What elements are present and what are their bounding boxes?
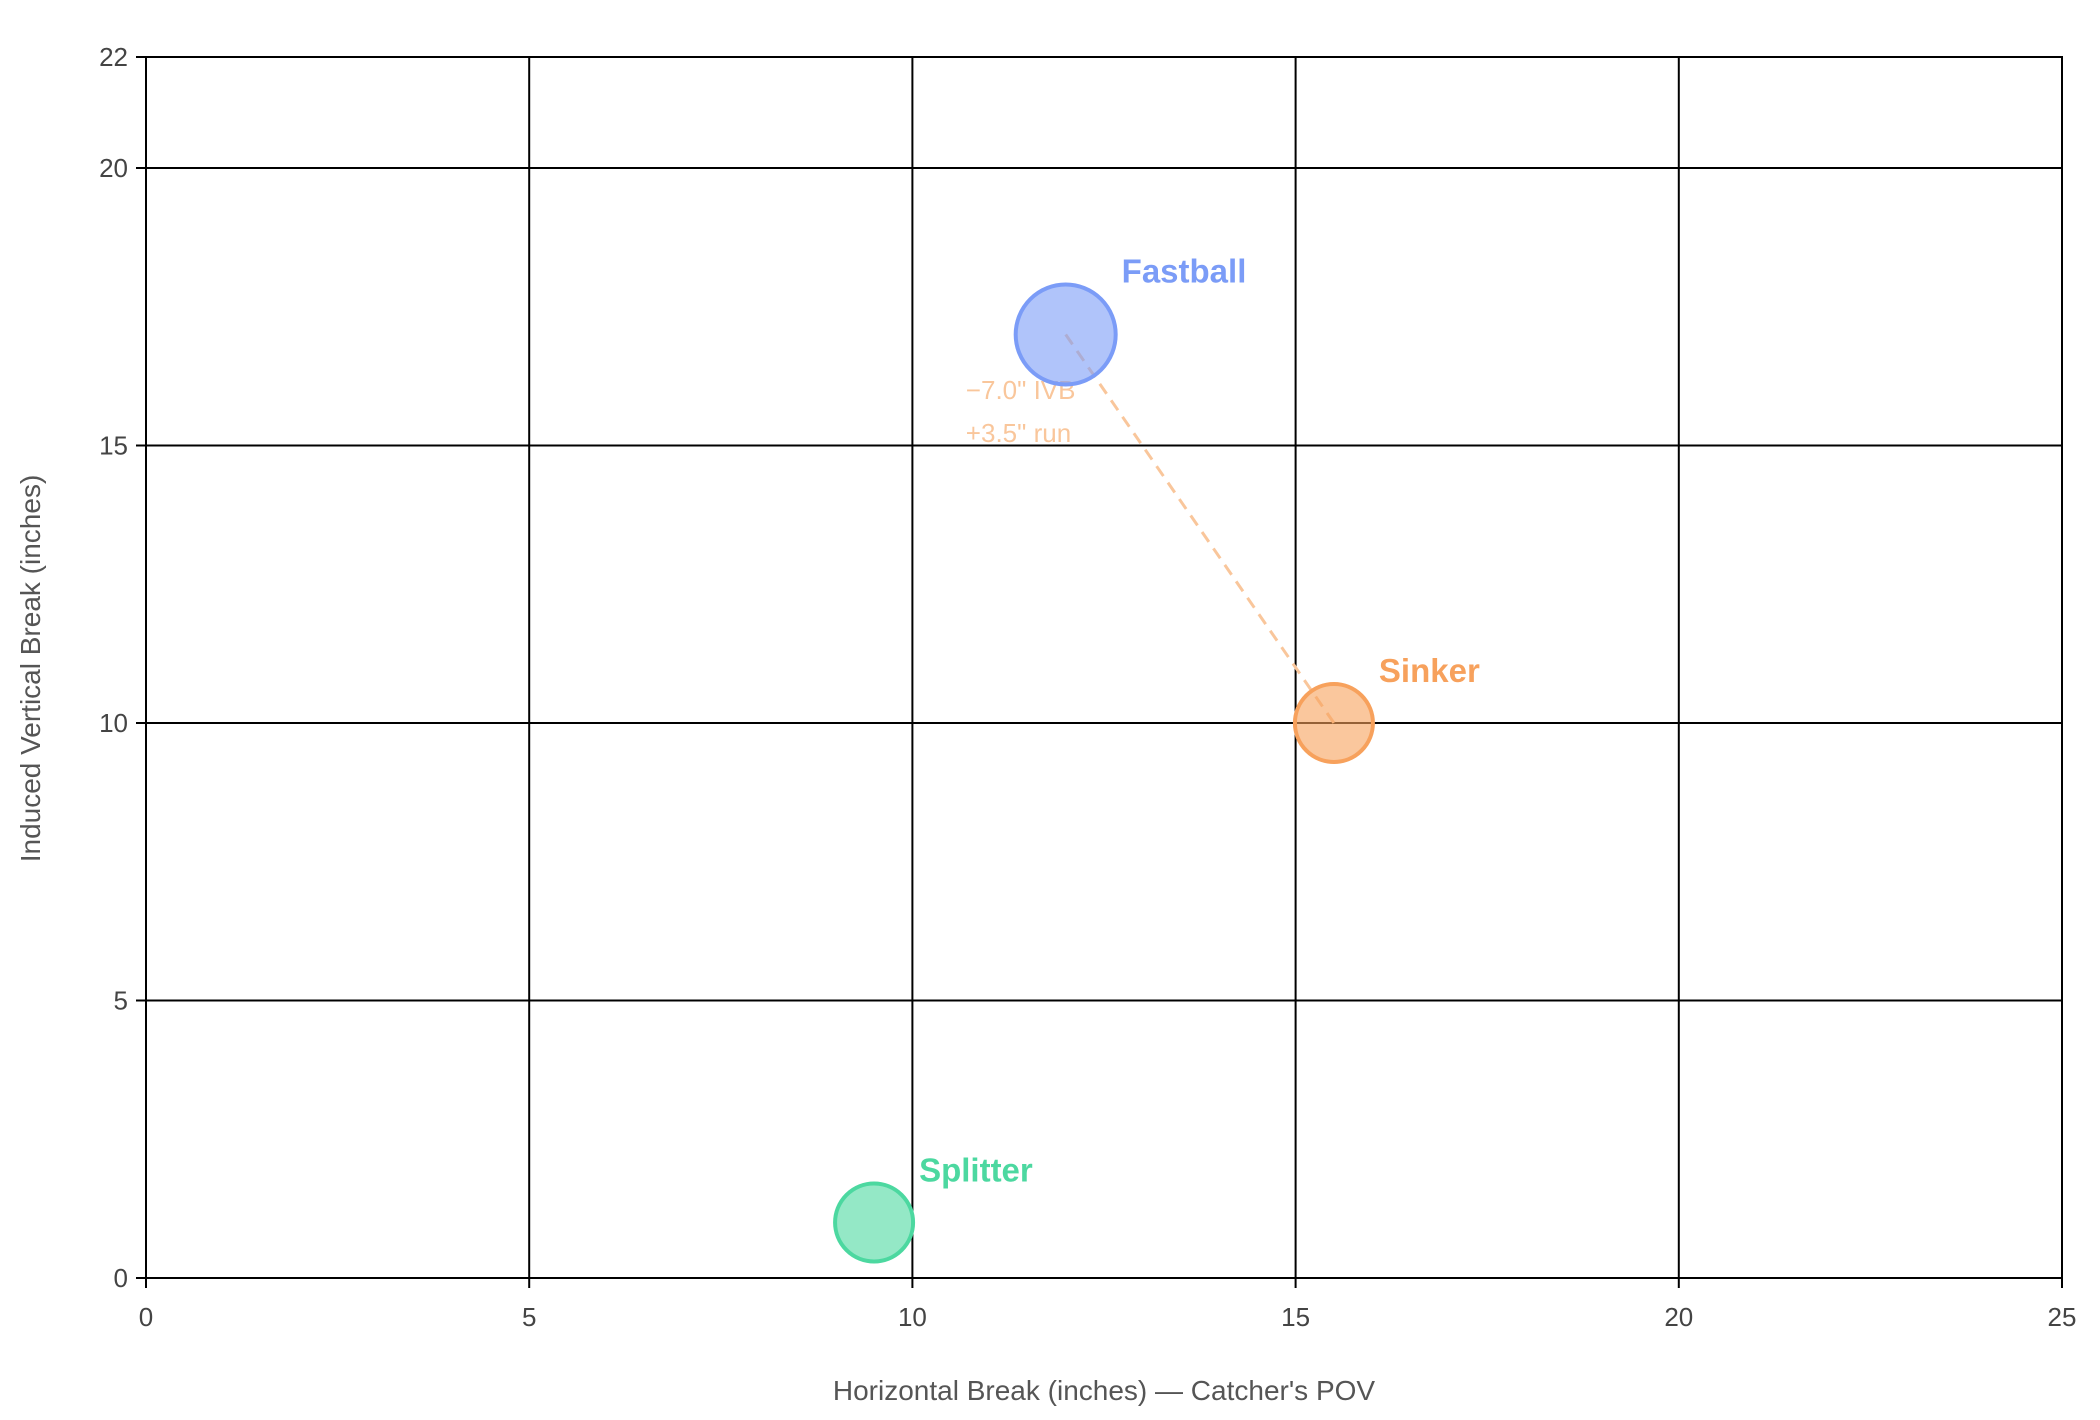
sinker-point xyxy=(1292,682,1375,764)
y-tick-label: 10 xyxy=(99,708,128,738)
data-points: Fastball Sinker Splitter xyxy=(833,253,1480,1264)
y-tick-label: 0 xyxy=(114,1263,128,1293)
x-tick-label: 15 xyxy=(1281,1302,1310,1332)
x-tick-label: 10 xyxy=(898,1302,927,1332)
movement-connector-line xyxy=(1064,333,1336,724)
x-tick-label: 0 xyxy=(139,1302,153,1332)
y-axis-title: Induced Vertical Break (inches) xyxy=(15,475,46,863)
x-axis-title: Horizontal Break (inches) — Catcher's PO… xyxy=(833,1375,1376,1406)
splitter-point xyxy=(833,1181,916,1264)
plot-border xyxy=(145,56,2063,1279)
y-tick-label: 22 xyxy=(99,42,128,72)
x-tick-label: 20 xyxy=(1664,1302,1693,1332)
y-tick-label: 5 xyxy=(114,986,128,1016)
fastball-label: Fastball xyxy=(1122,253,1247,290)
axes: 0 5 10 15 20 25 0 5 10 15 20 22 xyxy=(99,42,2076,1332)
x-tick-label: 25 xyxy=(2048,1302,2077,1332)
y-tick-label: 20 xyxy=(99,153,128,183)
movement-annotation: −7.0" IVB+3.5" run xyxy=(966,333,1336,724)
y-tick-label: 15 xyxy=(99,431,128,461)
fastball-point xyxy=(1013,282,1118,387)
x-tick-label: 5 xyxy=(522,1302,536,1332)
annotation-run-text: +3.5" run xyxy=(966,418,1071,448)
sinker-label: Sinker xyxy=(1379,652,1480,689)
grid xyxy=(145,56,2063,1279)
splitter-label: Splitter xyxy=(919,1152,1033,1189)
